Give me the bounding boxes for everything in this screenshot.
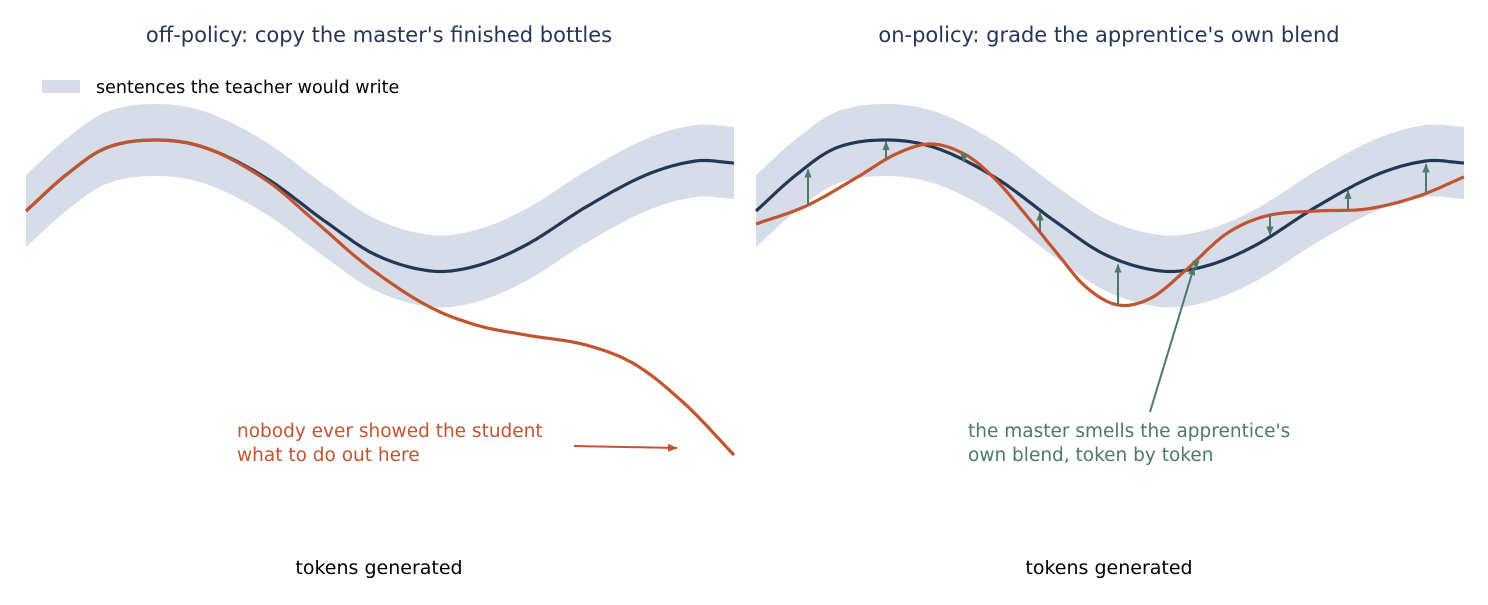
panel-title: on-policy: grade the apprentice's own bl…	[878, 23, 1339, 47]
x-axis-label: tokens generated	[295, 557, 462, 579]
panel-off-policy: off-policy: copy the master's finished b…	[24, 23, 736, 579]
feedback-annotation-line-2: own blend, token by token	[968, 445, 1213, 466]
drift-arrow	[573, 443, 678, 452]
legend: sentences the teacher would write	[42, 78, 399, 98]
feedback-pointer	[1149, 266, 1196, 413]
feedback-annotation-line-1: the master smells the apprentice's	[968, 421, 1290, 442]
student-curve	[755, 142, 1465, 308]
panel-on-policy: on-policy: grade the apprentice's own bl…	[754, 23, 1465, 579]
teacher-band	[756, 104, 1464, 308]
teacher-band	[26, 104, 734, 308]
feedback-arrows	[804, 141, 1430, 305]
drift-annotation-line-2: what to do out here	[237, 445, 420, 466]
legend-band-label: sentences the teacher would write	[96, 78, 399, 98]
drift-annotation: nobody ever showed the student what to d…	[237, 421, 549, 466]
student-curve	[24, 138, 736, 457]
teacher-curve	[754, 138, 1465, 274]
legend-band-swatch	[42, 80, 80, 93]
x-axis-label: tokens generated	[1025, 557, 1192, 579]
drift-annotation-line-1: nobody ever showed the student	[237, 421, 543, 442]
feedback-annotation: the master smells the apprentice's own b…	[968, 421, 1296, 466]
panel-title: off-policy: copy the master's finished b…	[146, 23, 612, 47]
